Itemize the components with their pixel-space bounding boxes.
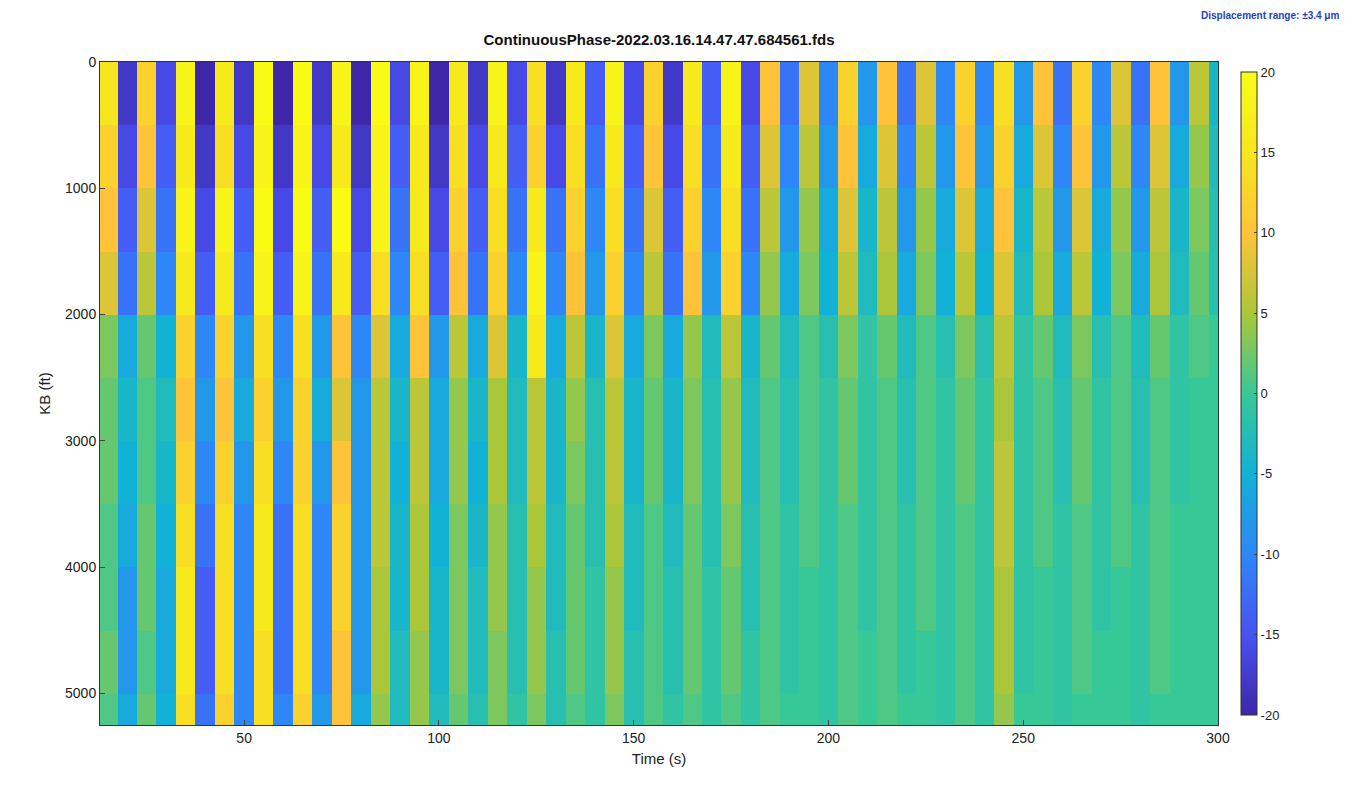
- svg-text:0: 0: [1261, 386, 1268, 401]
- svg-text:-15: -15: [1261, 627, 1280, 642]
- svg-text:-5: -5: [1261, 466, 1273, 481]
- svg-text:15: 15: [1261, 145, 1275, 160]
- svg-text:300: 300: [1206, 730, 1230, 746]
- svg-text:ContinuousPhase-2022.03.16.14.: ContinuousPhase-2022.03.16.14.47.47.6845…: [483, 31, 834, 48]
- svg-text:0: 0: [88, 54, 96, 70]
- svg-text:50: 50: [236, 730, 252, 746]
- svg-text:250: 250: [1012, 730, 1036, 746]
- svg-text:5: 5: [1261, 306, 1268, 321]
- svg-text:Displacement range: ±3.4 μm: Displacement range: ±3.4 μm: [1201, 10, 1339, 21]
- svg-text:2000: 2000: [65, 306, 96, 322]
- svg-text:10: 10: [1261, 225, 1275, 240]
- svg-text:150: 150: [622, 730, 646, 746]
- svg-text:-20: -20: [1261, 708, 1280, 723]
- svg-text:200: 200: [817, 730, 841, 746]
- svg-text:KB (ft): KB (ft): [36, 372, 53, 415]
- svg-text:1000: 1000: [65, 180, 96, 196]
- svg-text:-10: -10: [1261, 547, 1280, 562]
- svg-text:100: 100: [427, 730, 451, 746]
- svg-text:20: 20: [1261, 65, 1275, 80]
- svg-text:4000: 4000: [65, 559, 96, 575]
- svg-text:Time (s): Time (s): [632, 750, 686, 767]
- svg-text:3000: 3000: [65, 433, 96, 449]
- svg-text:5000: 5000: [65, 685, 96, 701]
